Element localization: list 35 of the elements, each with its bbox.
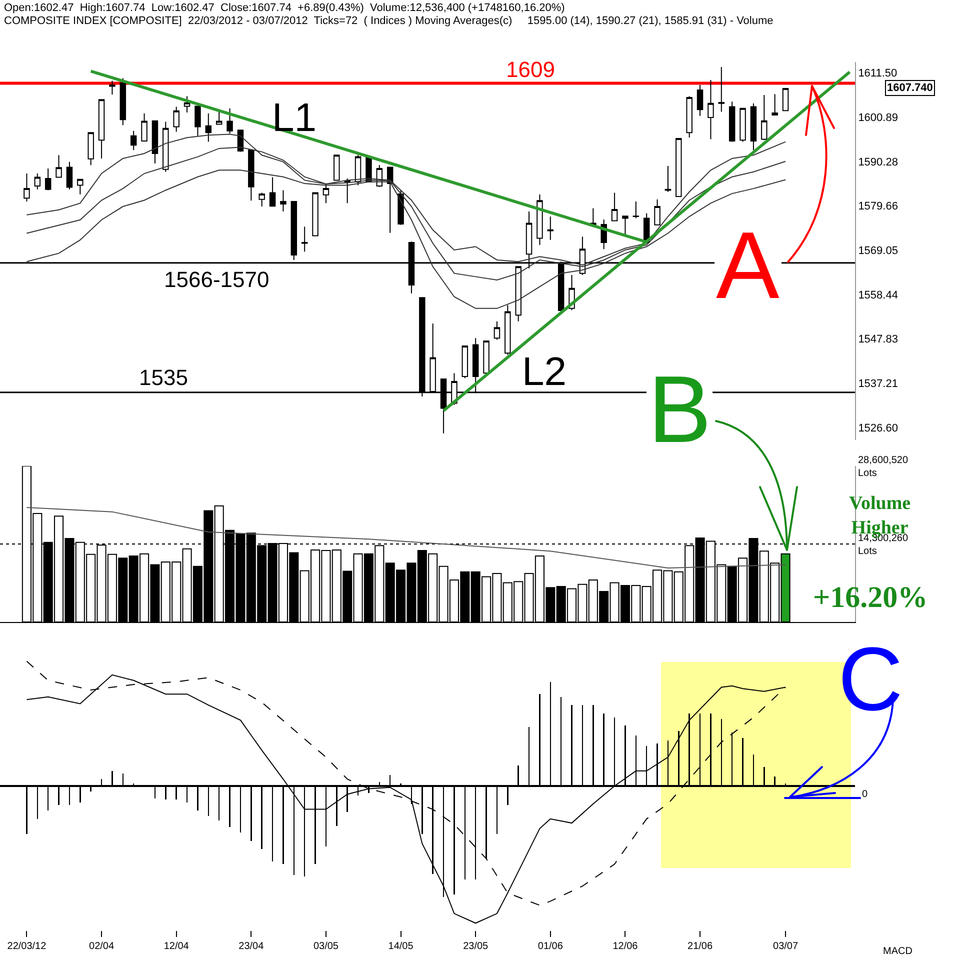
- y-tick-label: 1558.44: [858, 289, 898, 302]
- ref-line-label: 1566-1570: [164, 267, 270, 292]
- y-tick-label: 1537.21: [858, 378, 898, 390]
- x-tick-label: 23/04: [238, 941, 264, 952]
- x-tick-label: 12/06: [612, 941, 638, 952]
- y-tick-label: 1579.66: [858, 200, 898, 213]
- x-tick-label: 02/04: [89, 941, 114, 952]
- annotation: +16.20%: [813, 581, 928, 614]
- annotation: B: [648, 357, 712, 463]
- x-tick-label: 23/05: [463, 941, 489, 952]
- annotation: L1: [272, 96, 316, 140]
- y-tick-label: 1590.28: [858, 156, 898, 168]
- y-tick-label: 1569.05: [858, 245, 898, 258]
- chart-title: Open:1602.47 High:1607.74 Low:1602.47 Close:1607.74 +6.89(0.43%) Volume:12,536,400 (+1748160,16.20%): [4, 2, 565, 14]
- annotation: A: [716, 213, 780, 319]
- annotation: L2: [522, 350, 566, 394]
- ref-line-label: 1609: [506, 57, 555, 82]
- y-tick-label: 1526.60: [858, 422, 898, 434]
- x-tick-label: 12/04: [164, 941, 190, 952]
- x-tick-label: 21/06: [688, 941, 713, 952]
- y-tick-label: 1600.89: [858, 112, 898, 124]
- text: 1607.740: [887, 82, 933, 94]
- y-tick-label: 1547.83: [858, 334, 898, 346]
- annotation: C: [838, 630, 903, 730]
- text: 0: [862, 789, 868, 800]
- y-tick-label: 1611.50: [858, 68, 898, 80]
- text: MACD: [883, 946, 912, 957]
- ref-line-label: 1535: [139, 365, 188, 390]
- x-tick-label: 03/05: [313, 941, 339, 952]
- x-tick-label: 03/07: [773, 941, 798, 952]
- x-tick-label: 22/03/12: [7, 941, 47, 952]
- x-tick-label: 01/06: [538, 941, 564, 952]
- chart-subtitle: COMPOSITE INDEX [COMPOSITE] 22/03/2012 - 03/07/2012 Ticks=72 ( Indices ) Moving Averages(c) 1595.00 (14), 1590.27 (21), 1585.91 (31) - Volume: [4, 15, 774, 27]
- y-tick-label: 28,600,520 Lots: [858, 455, 908, 479]
- x-tick-label: 14/05: [388, 941, 414, 952]
